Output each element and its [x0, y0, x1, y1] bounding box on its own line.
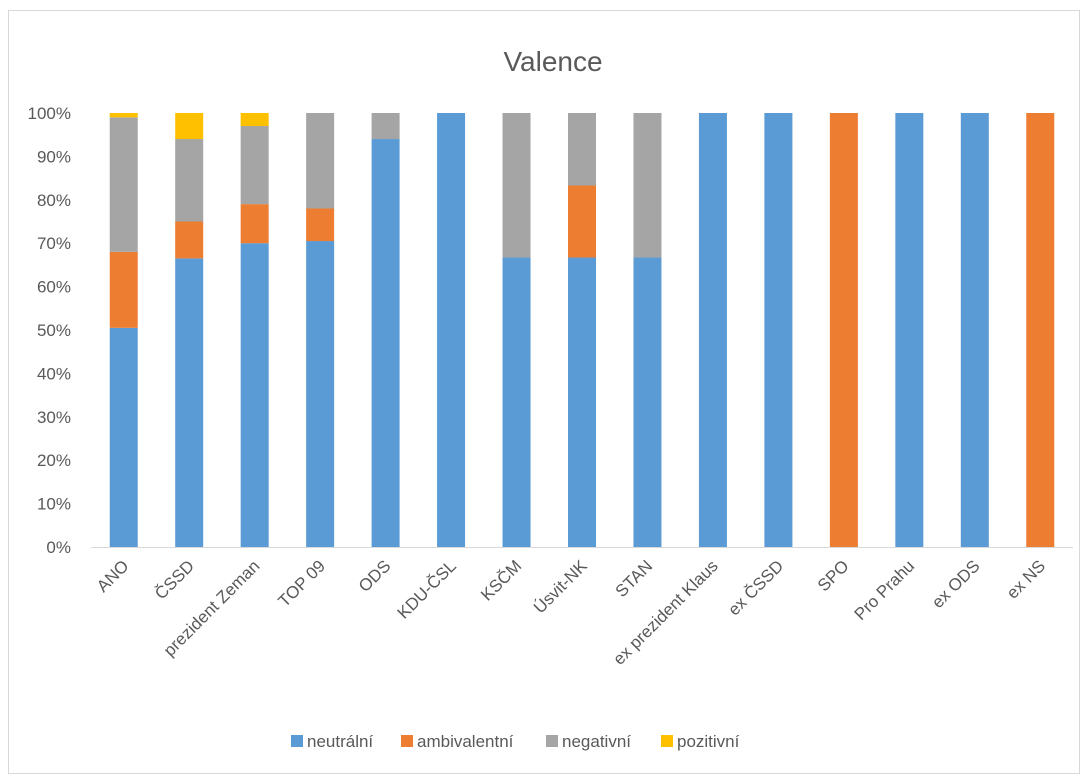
- bars: [109, 113, 1055, 548]
- bar-segment: [568, 185, 596, 258]
- y-tick-label: 60%: [37, 278, 71, 297]
- y-tick-label: 90%: [37, 147, 71, 166]
- bar-segment: [175, 139, 204, 222]
- x-tick-label: TOP 09: [275, 556, 329, 610]
- y-tick-label: 70%: [37, 234, 71, 253]
- legend: neutrální ambivalentní negativní pozitivní: [291, 732, 740, 751]
- chart-frame: Valence 0% 10% 20% 30% 40% 50% 60% 70% 80% 90% 100…: [8, 10, 1080, 774]
- bar-segment: [371, 139, 400, 548]
- legend-label: neutrální: [307, 732, 373, 751]
- legend-label: ambivalentní: [417, 732, 514, 751]
- y-tick-label: 20%: [37, 451, 71, 470]
- legend-swatch: [401, 735, 413, 747]
- x-tick-label: ODS: [355, 556, 394, 595]
- y-tick-label: 0%: [46, 538, 71, 557]
- bar-segment: [633, 257, 662, 547]
- bar-segment: [437, 113, 466, 547]
- y-tick-label: 10%: [37, 495, 71, 514]
- bar-segment: [829, 113, 858, 547]
- bar-segment: [568, 257, 596, 547]
- x-tick-label: SPO: [814, 556, 853, 595]
- chart-svg: Valence 0% 10% 20% 30% 40% 50% 60% 70% 80% 90% 100…: [28, 46, 1073, 751]
- bar-segment: [502, 113, 531, 258]
- y-tick-label: 100%: [28, 104, 71, 123]
- bar-segment: [698, 113, 727, 547]
- bar-segment: [764, 113, 793, 547]
- bar-segment: [306, 241, 335, 547]
- bar-segment: [240, 126, 269, 205]
- bar-segment: [240, 204, 269, 244]
- bar-segment: [109, 117, 138, 252]
- bar-segment: [1026, 113, 1055, 547]
- bar-segment: [502, 257, 531, 547]
- y-tick-label: 80%: [37, 191, 71, 210]
- x-tick-label: ANO: [93, 556, 132, 595]
- bar-segment: [240, 243, 269, 547]
- legend-label: negativní: [562, 732, 631, 751]
- bar-segment: [960, 113, 989, 547]
- bar-segment: [633, 113, 662, 258]
- x-tick-label: KDU-ČSL: [394, 556, 460, 622]
- bar-segment: [240, 113, 269, 127]
- bar-segment: [306, 208, 335, 242]
- x-tick-label: ex ODS: [928, 556, 984, 612]
- bar-segment: [175, 113, 204, 140]
- legend-swatch: [291, 735, 303, 747]
- bar-segment: [175, 258, 204, 547]
- bar-segment: [306, 113, 335, 209]
- x-tick-label: ex ČSSD: [724, 556, 787, 619]
- x-tick-label: ČSSD: [151, 556, 198, 603]
- y-tick-label: 50%: [37, 321, 71, 340]
- x-tick-label: STAN: [612, 556, 657, 601]
- bar-segment: [895, 113, 924, 547]
- legend-swatch: [546, 735, 558, 747]
- legend-swatch: [661, 735, 673, 747]
- y-tick-label: 40%: [37, 364, 71, 383]
- y-tick-label: 30%: [37, 408, 71, 427]
- x-tick-label: Pro Prahu: [851, 556, 919, 624]
- y-axis: 0% 10% 20% 30% 40% 50% 60% 70% 80% 90% 100%: [28, 104, 71, 557]
- x-tick-label: ex NS: [1003, 556, 1049, 602]
- chart-title: Valence: [503, 46, 602, 77]
- bar-segment: [371, 113, 400, 140]
- x-tick-label: KSČM: [477, 556, 525, 604]
- x-tick-label: Úsvit-NK: [530, 556, 591, 617]
- bar-segment: [568, 113, 596, 186]
- legend-label: pozitivní: [677, 732, 740, 751]
- bar-segment: [109, 113, 138, 118]
- bar-segment: [175, 221, 204, 259]
- bar-segment: [109, 251, 138, 328]
- bar-segment: [109, 327, 138, 547]
